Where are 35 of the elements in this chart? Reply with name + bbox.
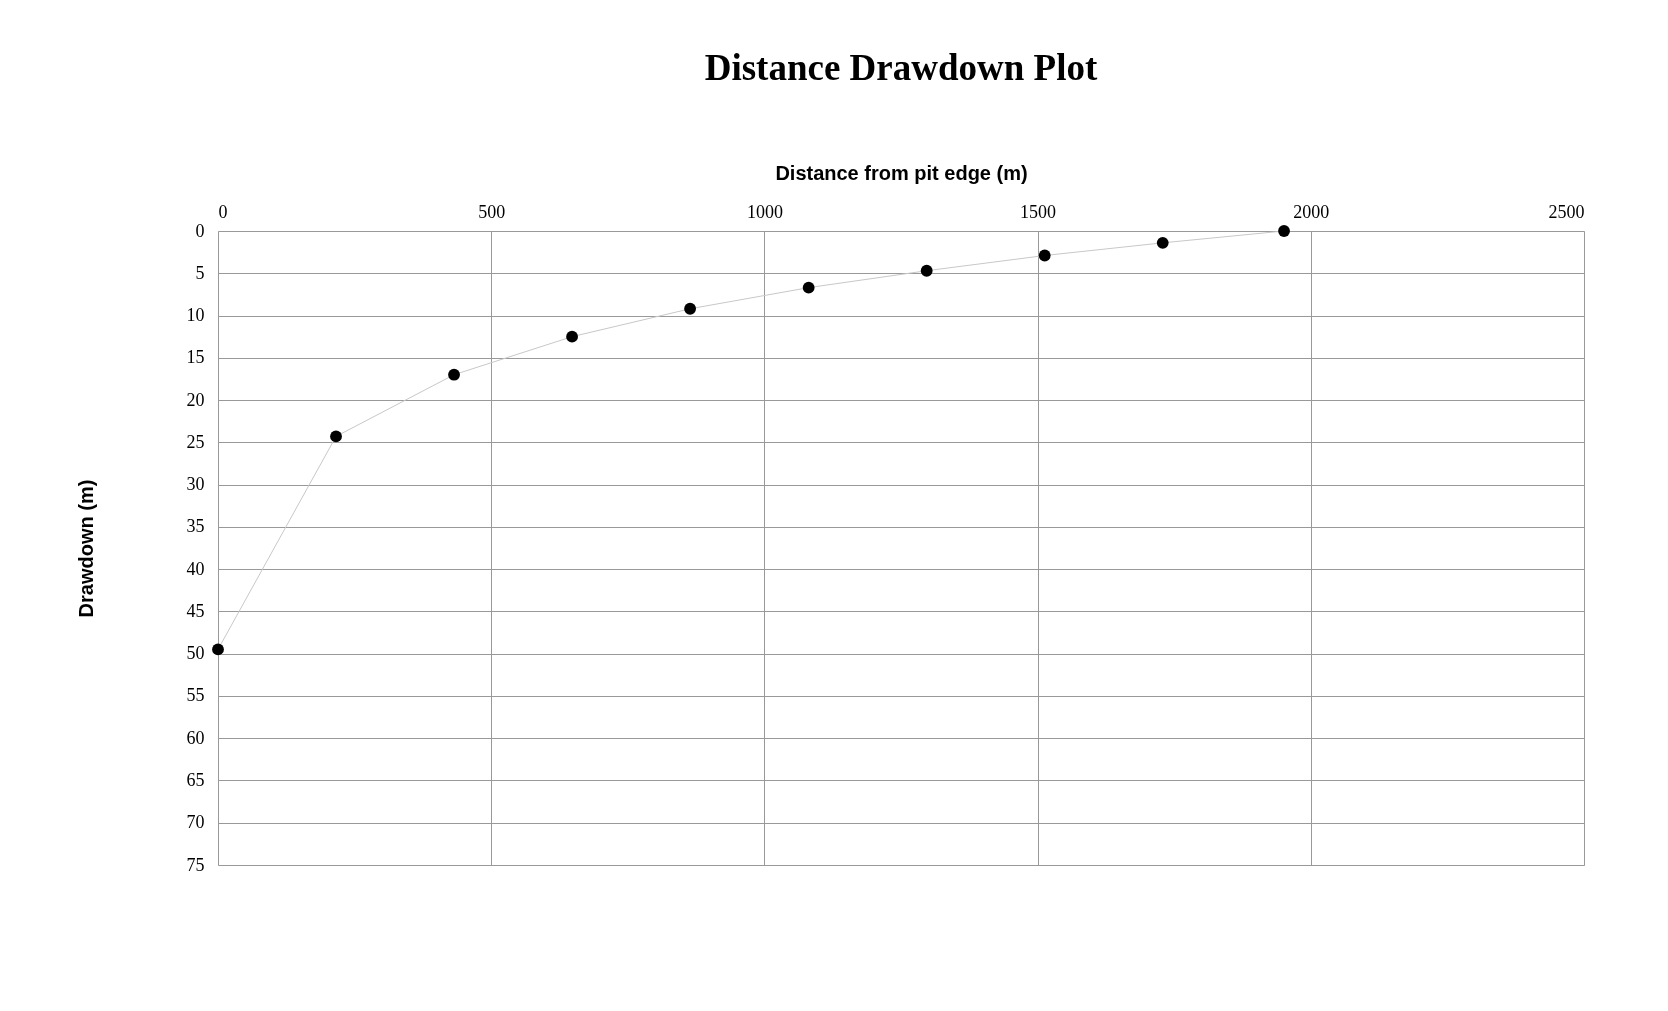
y-tick-label: 55 xyxy=(186,685,205,706)
point xyxy=(330,430,342,443)
y-tick-label: 35 xyxy=(186,516,205,537)
y-tick-label: 50 xyxy=(186,643,205,664)
x-tick-label: 2000 xyxy=(1293,201,1330,222)
x-tick-label: 1500 xyxy=(1020,201,1057,222)
y-tick-label: 45 xyxy=(186,600,205,621)
y-tick-label: 75 xyxy=(186,854,205,875)
y-tick-label: 70 xyxy=(186,812,205,833)
point xyxy=(212,643,224,656)
point xyxy=(566,330,578,343)
x-axis-title: Distance from pit edge (m) xyxy=(775,161,1028,184)
y-tick-label: 10 xyxy=(186,305,205,326)
y-axis-title: Drawdown (m) xyxy=(74,479,97,618)
x-tick-label: 500 xyxy=(478,201,506,222)
point xyxy=(448,368,460,381)
y-tick-label: 60 xyxy=(186,727,205,748)
point xyxy=(1156,236,1169,249)
y-tick-label: 0 xyxy=(195,220,205,241)
x-tick-label: 2500 xyxy=(1548,201,1585,222)
y-tick-label: 30 xyxy=(186,474,205,495)
y-tick-label: 20 xyxy=(186,389,205,410)
point xyxy=(684,302,697,315)
x-tick-label: 1000 xyxy=(746,201,783,222)
point xyxy=(1278,225,1290,237)
y-tick-label: 65 xyxy=(186,769,205,790)
y-tick-label: 40 xyxy=(186,558,205,579)
point xyxy=(920,264,933,277)
point xyxy=(1038,249,1051,262)
y-tick-label: 5 xyxy=(195,262,205,283)
chart-title: Distance Drawdown Plot xyxy=(704,47,1098,88)
point xyxy=(802,281,815,294)
y-tick-label: 15 xyxy=(186,347,205,368)
x-tick-label: 0 xyxy=(218,201,228,222)
y-tick-label: 25 xyxy=(186,431,205,452)
